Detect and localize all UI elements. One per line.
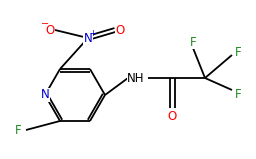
Text: F: F — [235, 89, 241, 101]
Text: N: N — [84, 31, 92, 45]
Text: +: + — [90, 28, 97, 38]
Text: NH: NH — [127, 72, 145, 84]
Text: O: O — [45, 24, 55, 37]
Text: O: O — [115, 24, 125, 37]
Text: F: F — [235, 45, 241, 59]
Text: F: F — [190, 35, 196, 48]
Text: −: − — [41, 19, 49, 29]
Text: N: N — [41, 89, 49, 101]
Text: F: F — [15, 124, 21, 136]
Text: O: O — [167, 110, 177, 122]
